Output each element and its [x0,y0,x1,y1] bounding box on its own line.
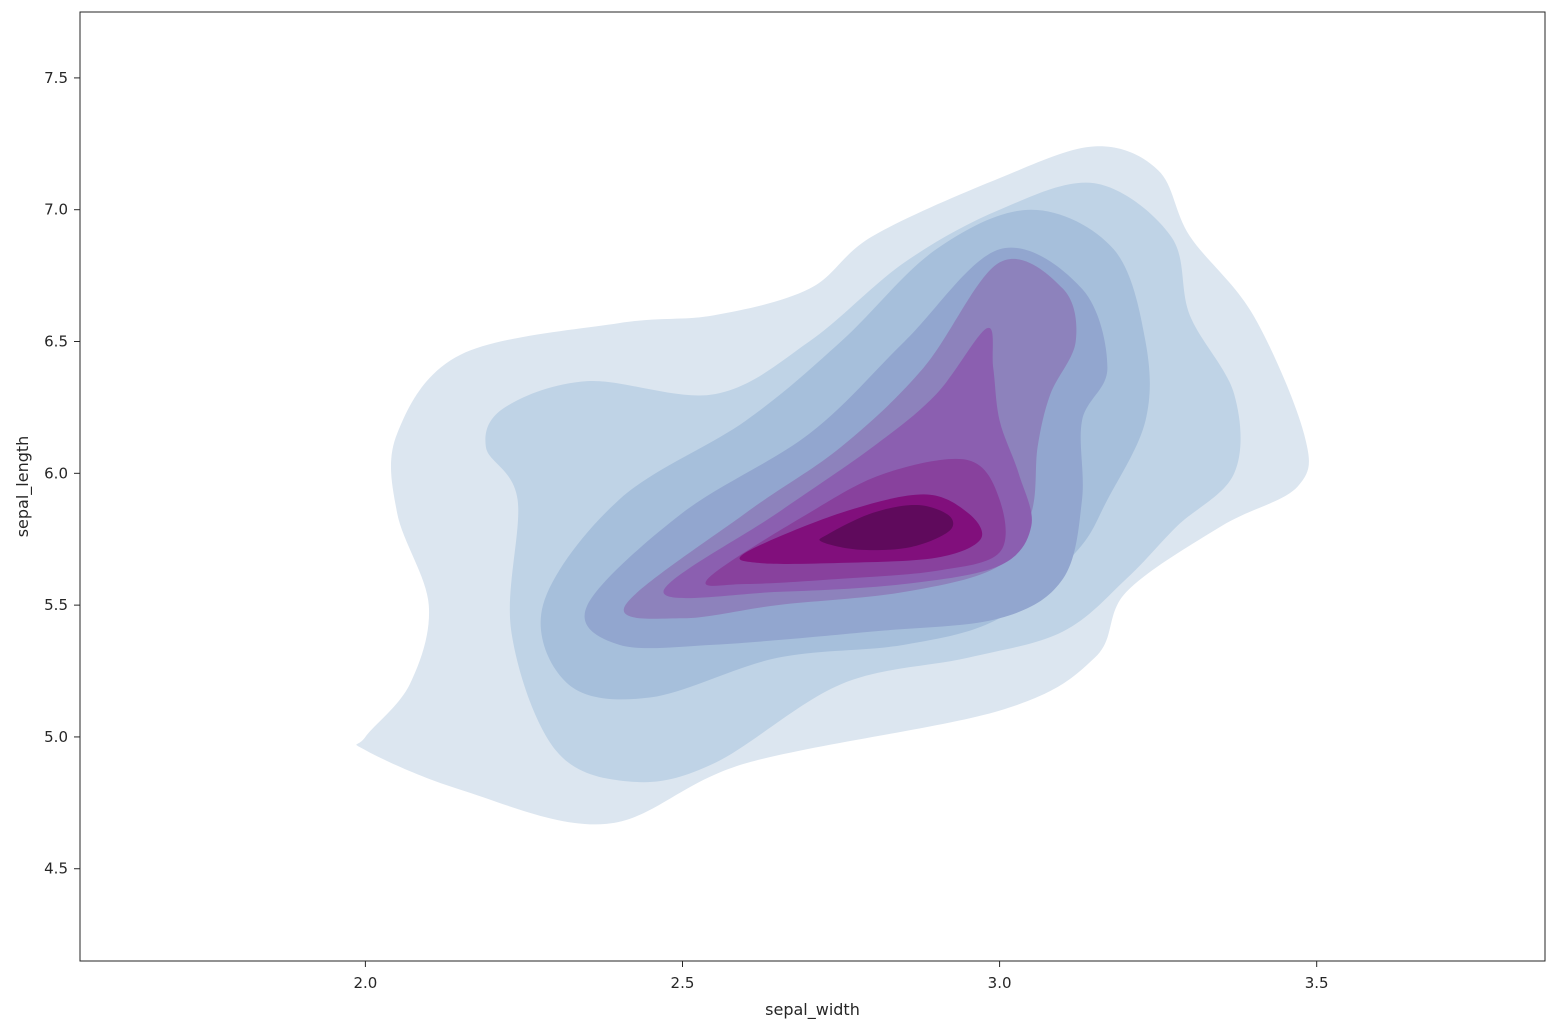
y-tick-label: 5.0 [44,728,68,746]
y-tick-label: 6.0 [44,464,68,482]
y-tick-label: 7.0 [44,201,68,219]
x-tick-label: 2.0 [353,974,377,992]
y-tick-label: 5.5 [44,596,68,614]
density-level-9 [819,504,954,551]
x-tick-label: 2.5 [671,974,695,992]
x-axis-ticks: 2.0 2.5 3.0 3.5 [353,961,1329,992]
y-axis-ticks: 4.5 5.0 5.5 6.0 6.5 7.0 7.5 [44,69,80,878]
y-tick-label: 4.5 [44,860,68,878]
y-tick-label: 6.5 [44,333,68,351]
density-contours [356,146,1309,825]
x-tick-label: 3.0 [988,974,1012,992]
axes-frame [79,11,1546,962]
x-tick-label: 3.5 [1305,974,1329,992]
y-axis-label: sepal_length [13,436,33,538]
plot-area [79,11,1546,962]
y-tick-label: 7.5 [44,69,68,87]
x-axis-label: sepal_width [765,1000,860,1020]
